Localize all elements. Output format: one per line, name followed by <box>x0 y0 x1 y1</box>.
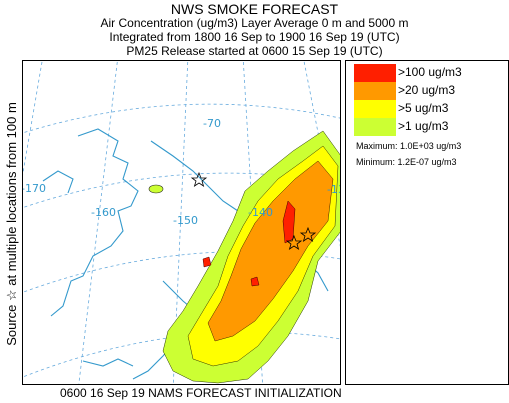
plume-layer-100 <box>202 200 296 287</box>
maximum-value: Maximum: 1.0E+03 ug/m3 <box>356 141 462 151</box>
legend-swatch <box>354 118 396 136</box>
legend-panel: >100 ug/m3 >20 ug/m3 >5 ug/m3 >1 ug/m3 M… <box>345 60 509 385</box>
legend-item: >1 ug/m3 <box>354 118 504 136</box>
legend-item: >20 ug/m3 <box>354 82 504 100</box>
legend-label: >5 ug/m3 <box>398 101 449 115</box>
page-title: NWS SMOKE FORECAST <box>170 1 339 17</box>
longitude-labels: -170 -160 -150 -140 -70 -130 <box>23 117 340 227</box>
legend-label: >1 ug/m3 <box>398 119 449 133</box>
source-star-icon <box>285 234 303 250</box>
island-plume <box>148 184 164 194</box>
legend-item: >5 ug/m3 <box>354 100 504 118</box>
lon-label: -130 <box>327 183 340 196</box>
legend-swatch <box>354 64 396 82</box>
source-location-label: Source ☆ at multiple locations from 100 … <box>4 102 19 346</box>
lon-label: -70 <box>203 117 221 130</box>
lon-label: -150 <box>173 214 198 227</box>
legend-swatch <box>354 82 396 100</box>
source-star-icon <box>299 226 317 242</box>
legend-label: >20 ug/m3 <box>398 83 456 97</box>
minimum-value: Minimum: 1.2E-07 ug/m3 <box>356 157 457 167</box>
lon-label: -140 <box>248 206 273 219</box>
legend-swatch <box>354 100 396 118</box>
smoke-map: -170 -160 -150 -140 -70 -130 <box>23 61 340 384</box>
longitude-lines <box>23 61 340 384</box>
map-panel: -170 -160 -150 -140 -70 -130 <box>22 60 341 385</box>
source-star-icon <box>190 171 208 187</box>
plume-layer-20 <box>207 160 334 342</box>
lon-label: -160 <box>91 206 116 219</box>
subtitle-release-start: PM25 Release started at 0600 15 Sep 19 (… <box>126 44 383 58</box>
forecast-initialization: 0600 16 Sep 19 NAMS FORECAST INITIALIZAT… <box>60 386 342 400</box>
source-markers <box>190 171 317 250</box>
legend-item: >100 ug/m3 <box>354 64 504 82</box>
subtitle-concentration: Air Concentration (ug/m3) Layer Average … <box>100 16 409 30</box>
legend-label: >100 ug/m3 <box>398 65 462 79</box>
lon-label: -170 <box>23 182 46 195</box>
subtitle-integration-period: Integrated from 1800 16 Sep to 1900 16 S… <box>109 30 400 44</box>
